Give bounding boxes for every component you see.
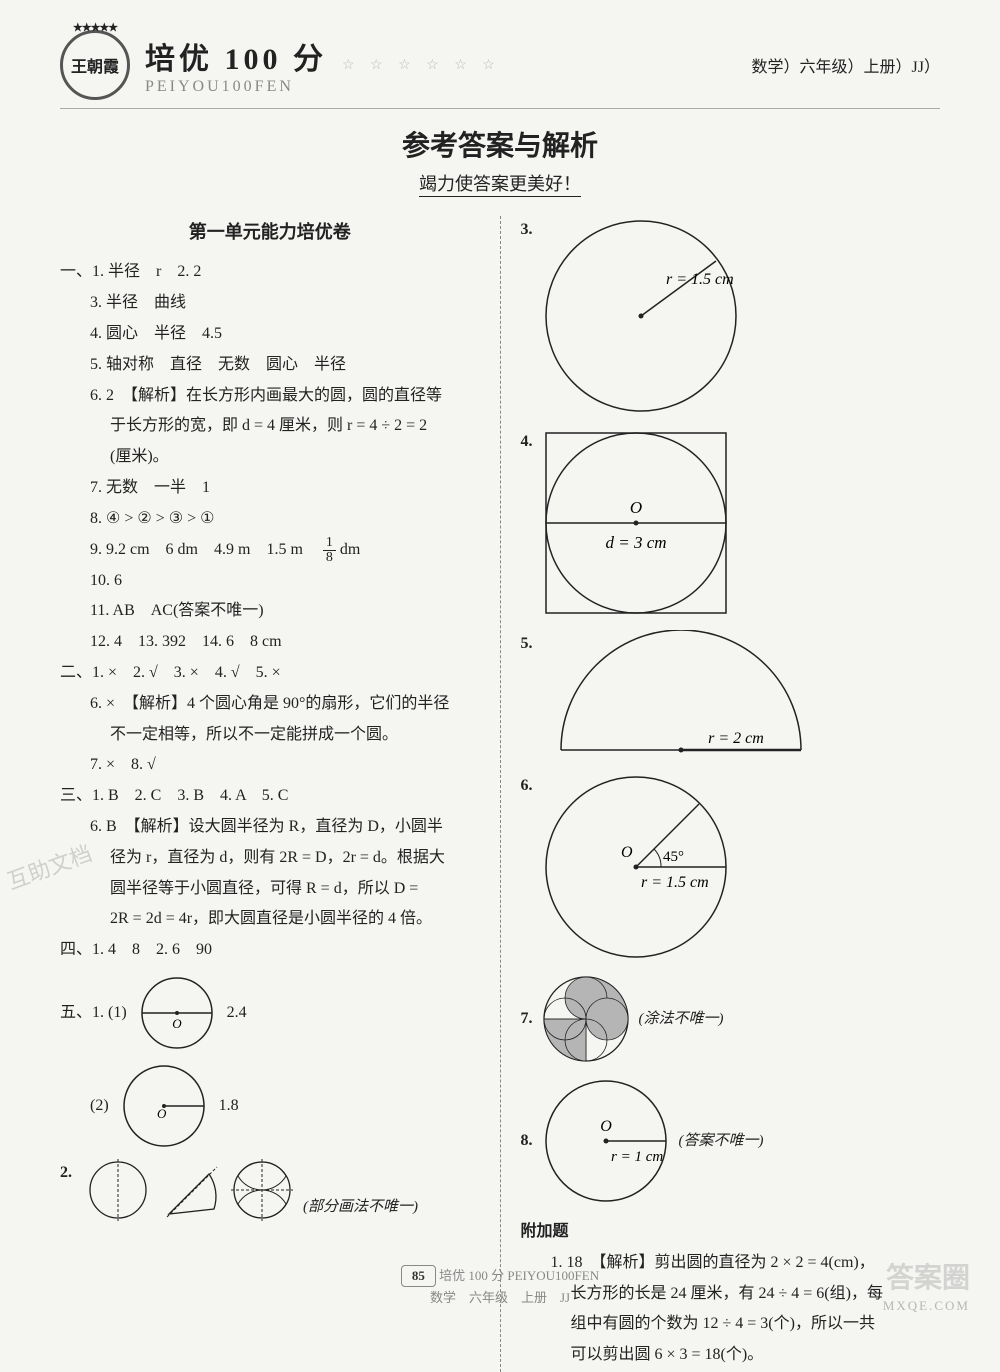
section-title: 第一单元能力培优卷 [60, 216, 480, 248]
left-column: 第一单元能力培优卷 一、1. 半径 r 2. 2 3. 半径 曲线 4. 圆心 … [60, 216, 480, 1372]
page-footer: 85 培优 100 分 PEIYOU100FEN 数学 六年级 上册 JJ [0, 1265, 1000, 1306]
answer-line: 12. 4 13. 392 14. 6 8 cm [60, 628, 480, 657]
extra-line: 组中有圆的个数为 12 ÷ 4 = 3(个)，所以一共 [521, 1310, 941, 1339]
answer-line: 圆半径等于小圆直径，可得 R = d，所以 D = [60, 875, 480, 904]
answer-line: 8. ④ > ② > ③ > ① [60, 505, 480, 534]
answer-line: 9. 9.2 cm 6 dm 4.9 m 1.5 m 1 8 dm [60, 536, 480, 565]
pinwheel-diagram [541, 974, 631, 1064]
value: 1.8 [219, 1092, 239, 1121]
diagram-5-2: 2. (部分画法不唯一) [60, 1159, 480, 1221]
answer-line: 三、1. B 2. C 3. B 4. A 5. C [60, 782, 480, 811]
sector-symmetry-icon [159, 1159, 221, 1221]
diagram-5-1-2: (2) O 1.8 [60, 1061, 480, 1151]
diagram-5-1-1: 五、1. (1) O 2.4 [60, 973, 480, 1053]
right-column: 3. r = 1.5 cm 4. O d = 3 cm 5. [521, 216, 941, 1372]
num: 3. [521, 216, 533, 245]
flower-circle-icon [231, 1159, 293, 1221]
answer-line: 6. 2 【解析】在长方形内画最大的圆，圆的直径等 [60, 382, 480, 411]
header-title-block: 培优 100 分 PEIYOU100FEN [145, 34, 327, 96]
logo-stars: ★★★★★ [73, 21, 117, 34]
answer-line: 4. 圆心 半径 4.5 [60, 320, 480, 349]
circle-diameter-icon: O [137, 973, 217, 1053]
diagram-3: 3. r = 1.5 cm [521, 216, 941, 416]
answer-line: 二、1. × 2. √ 3. × 4. √ 5. × [60, 659, 480, 688]
title-pinyin: PEIYOU100FEN [145, 78, 327, 96]
caption: (涂法不唯一) [639, 1006, 724, 1033]
num: 5. [521, 630, 533, 659]
logo-text: 王朝霞 [71, 53, 119, 77]
content-columns: 第一单元能力培优卷 一、1. 半径 r 2. 2 3. 半径 曲线 4. 圆心 … [60, 216, 940, 1372]
column-divider [500, 216, 501, 1372]
diagram-4: 4. O d = 3 cm [521, 428, 941, 618]
small-circle-diagram: O r = 1 cm [541, 1076, 671, 1206]
label: 2. [60, 1159, 72, 1188]
circle-angle-diagram: O 45° r = 1.5 cm [541, 772, 731, 962]
page-header: ★★★★★ 王朝霞 培优 100 分 PEIYOU100FEN ☆ ☆ ☆ ☆ … [60, 30, 940, 109]
svg-text:O: O [157, 1106, 167, 1121]
header-meta: 数学）六年级）上册）JJ） [752, 53, 940, 77]
text: 9. 9.2 cm 6 dm 4.9 m 1.5 m [90, 541, 319, 558]
main-title: 参考答案与解析 [60, 124, 940, 164]
answer-line: 2R = 2d = 4r，即大圆直径是小圆半径的 4 倍。 [60, 905, 480, 934]
circle-in-square-diagram: O d = 3 cm [541, 428, 731, 618]
diagram-8: 8. O r = 1 cm (答案不唯一) [521, 1076, 941, 1206]
text: dm [340, 541, 360, 558]
answer-line: 一、1. 半径 r 2. 2 [60, 258, 480, 287]
diameter-label: d = 3 cm [605, 533, 666, 552]
center-label: O [621, 844, 633, 861]
angle-label: 45° [663, 849, 684, 865]
brand-logo: ★★★★★ 王朝霞 [60, 30, 130, 100]
answer-line: 11. AB AC(答案不唯一) [60, 597, 480, 626]
decorative-stars: ☆ ☆ ☆ ☆ ☆ ☆ [342, 57, 737, 74]
answer-line: 10. 6 [60, 567, 480, 596]
page-number: 85 [401, 1265, 436, 1287]
answer-line: 6. × 【解析】4 个圆心角是 90°的扇形，它们的半径 [60, 690, 480, 719]
extra-title: 附加题 [521, 1218, 941, 1247]
denominator: 8 [323, 551, 336, 565]
center-label: O [600, 1118, 612, 1135]
title-chinese: 培优 100 分 [145, 34, 327, 78]
diagram-7: 7. (涂法不唯一) [521, 974, 941, 1064]
answer-line: 不一定相等，所以不一定能拼成一个圆。 [60, 721, 480, 750]
watermark-bottom-right: 答案圈 [886, 1256, 970, 1296]
diagram-6: 6. O 45° r = 1.5 cm [521, 772, 941, 962]
answer-line: 5. 轴对称 直径 无数 圆心 半径 [60, 351, 480, 380]
circle-radius-icon: O [119, 1061, 209, 1151]
extra-line: 可以剪出圆 6 × 3 = 18(个)。 [521, 1341, 941, 1370]
radius-label: r = 2 cm [708, 730, 764, 747]
radius-label: r = 1.5 cm [666, 271, 734, 288]
radius-label: r = 1 cm [611, 1149, 663, 1165]
answer-line: 6. B 【解析】设大圆半径为 R，直径为 D，小圆半 [60, 813, 480, 842]
semicircle-diagram: r = 2 cm [541, 630, 821, 760]
subtitle: 竭力使答案更美好！ [60, 170, 940, 196]
numerator: 1 [323, 536, 336, 551]
answer-line: 7. × 8. √ [60, 751, 480, 780]
answer-line: 于长方形的宽，即 d = 4 厘米，则 r = 4 ÷ 2 = 2 [60, 412, 480, 441]
caption: (部分画法不唯一) [303, 1194, 418, 1221]
answer-line: (厘米)。 [60, 443, 480, 472]
circle-symmetry-icon [87, 1159, 149, 1221]
diagram-5: 5. r = 2 cm [521, 630, 941, 760]
radius-label: r = 1.5 cm [641, 874, 709, 891]
label: (2) [90, 1092, 109, 1121]
num: 6. [521, 772, 533, 801]
center-label: O [629, 498, 641, 517]
answer-line: 四、1. 4 8 2. 6 90 [60, 936, 480, 965]
circle-radius-diagram: r = 1.5 cm [541, 216, 741, 416]
num: 8. [521, 1127, 533, 1156]
num: 7. [521, 1005, 533, 1034]
watermark-url: MXQE.COM [883, 1298, 970, 1314]
footer-title: 培优 100 分 PEIYOU100FEN [439, 1268, 599, 1283]
num: 4. [521, 428, 533, 457]
value: 2.4 [227, 999, 247, 1028]
answer-line: 3. 半径 曲线 [60, 289, 480, 318]
answer-line: 径为 r，直径为 d，则有 2R = D，2r = d。根据大 [60, 844, 480, 873]
caption: (答案不唯一) [679, 1128, 764, 1155]
answer-line: 7. 无数 一半 1 [60, 474, 480, 503]
label: 五、1. (1) [60, 999, 127, 1028]
footer-meta: 数学 六年级 上册 JJ [430, 1290, 570, 1305]
svg-text:O: O [172, 1016, 182, 1031]
fraction: 1 8 [323, 536, 336, 565]
